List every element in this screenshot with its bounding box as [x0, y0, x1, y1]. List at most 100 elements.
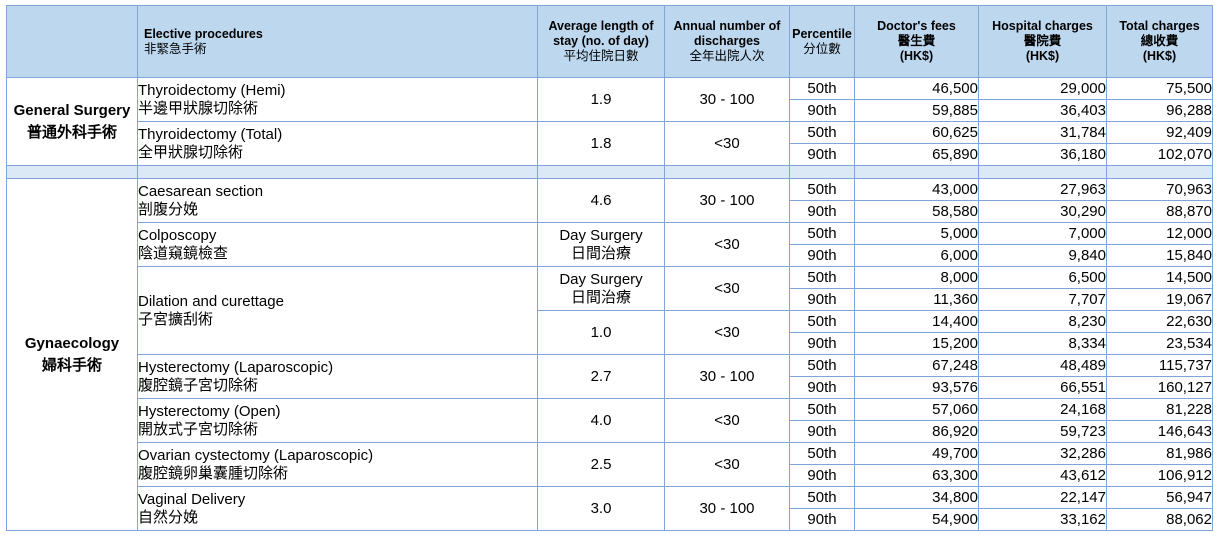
gap-cell — [1106, 165, 1213, 179]
hospital-charge-cell: 27,963 — [978, 178, 1107, 201]
annual-discharges: 30 - 100 — [664, 354, 790, 399]
section-label: General Surgery 普通外科手術 — [6, 77, 138, 166]
hospital-charge-cell: 43,612 — [978, 464, 1107, 487]
percentile-cell: 90th — [789, 244, 855, 267]
procedure-name: Dilation and curettage 子宮擴刮術 — [137, 266, 538, 355]
procedure-name: Ovarian cystectomy (Laparoscopic) 腹腔鏡卵巢囊腫… — [137, 442, 538, 487]
hospital-charge-cell: 59,723 — [978, 420, 1107, 443]
hospital-charge-cell: 8,230 — [978, 310, 1107, 333]
length-of-stay: 4.0 — [537, 398, 665, 443]
percentile-cell: 50th — [789, 354, 855, 377]
total-charge-cell: 56,947 — [1106, 486, 1213, 509]
length-of-stay: 2.7 — [537, 354, 665, 399]
table-row: 90th 63,300 43,612 106,912 — [7, 464, 1213, 487]
doctor-fee-cell: 86,920 — [854, 420, 979, 443]
length-of-stay: 1.9 — [537, 77, 665, 122]
procedure-name: Caesarean section 剖腹分娩 — [137, 178, 538, 223]
percentile-cell: 50th — [789, 222, 855, 245]
total-charge-cell: 96,288 — [1106, 99, 1213, 122]
percentile-cell: 90th — [789, 288, 855, 311]
hospital-charge-cell: 7,000 — [978, 222, 1107, 245]
hospital-charge-cell: 33,162 — [978, 508, 1107, 531]
hospital-charge-cell: 8,334 — [978, 332, 1107, 355]
annual-discharges: <30 — [664, 398, 790, 443]
doctor-fee-cell: 8,000 — [854, 266, 979, 289]
length-of-stay: 2.5 — [537, 442, 665, 487]
percentile-cell: 90th — [789, 143, 855, 166]
procedure-name: Thyroidectomy (Hemi) 半邊甲狀腺切除術 — [137, 77, 538, 122]
hospital-charge-cell: 32,286 — [978, 442, 1107, 465]
fees-table: Elective procedures 非緊急手術 Average length… — [6, 5, 1213, 531]
annual-discharges: 30 - 100 — [664, 178, 790, 223]
length-of-stay: 1.0 — [537, 310, 665, 355]
annual-discharges: <30 — [664, 121, 790, 166]
section-label: Gynaecology 婦科手術 — [6, 178, 138, 531]
header-doctor-fees: Doctor's fees 醫生費 (HK$) — [854, 5, 979, 78]
percentile-cell: 50th — [789, 77, 855, 100]
total-charge-cell: 22,630 — [1106, 310, 1213, 333]
gap-cell — [789, 165, 855, 179]
hospital-charge-cell: 30,290 — [978, 200, 1107, 223]
table-row: 90th 54,900 33,162 88,062 — [7, 508, 1213, 531]
hospital-charge-cell: 66,551 — [978, 376, 1107, 399]
doctor-fee-cell: 6,000 — [854, 244, 979, 267]
percentile-cell: 50th — [789, 310, 855, 333]
gap-cell — [978, 165, 1107, 179]
doctor-fee-cell: 43,000 — [854, 178, 979, 201]
header-hospital-charges: Hospital charges 醫院費 (HK$) — [978, 5, 1107, 78]
percentile-cell: 90th — [789, 332, 855, 355]
percentile-cell: 50th — [789, 178, 855, 201]
gap-cell — [6, 165, 138, 179]
table-row: Hysterectomy (Laparoscopic) 腹腔鏡子宮切除術 2.7 30… — [7, 354, 1213, 399]
total-charge-cell: 14,500 — [1106, 266, 1213, 289]
doctor-fee-cell: 93,576 — [854, 376, 979, 399]
doctor-fee-cell: 58,580 — [854, 200, 979, 223]
total-charge-cell: 81,228 — [1106, 398, 1213, 421]
total-charge-cell: 75,500 — [1106, 77, 1213, 100]
procedure-name: Hysterectomy (Open) 開放式子宮切除術 — [137, 398, 538, 443]
table-row: 1.0 <30 50th 14,400 8,230 22,630 — [7, 310, 1213, 355]
table-row: Dilation and curettage 子宮擴刮術 Day Surgery 日間… — [7, 266, 1213, 355]
procedure-name: Thyroidectomy (Total) 全甲狀腺切除術 — [137, 121, 538, 166]
header-row: Elective procedures 非緊急手術 Average length… — [6, 5, 1213, 78]
percentile-cell: 50th — [789, 121, 855, 144]
doctor-fee-cell: 54,900 — [854, 508, 979, 531]
hospital-charge-cell: 31,784 — [978, 121, 1107, 144]
length-of-stay: 3.0 — [537, 486, 665, 531]
table-row: 90th 58,580 30,290 88,870 — [7, 200, 1213, 223]
header-procedure: Elective procedures 非緊急手術 — [137, 5, 538, 78]
hospital-charge-cell: 36,180 — [978, 143, 1107, 166]
total-charge-cell: 92,409 — [1106, 121, 1213, 144]
percentile-cell: 90th — [789, 420, 855, 443]
annual-discharges: <30 — [664, 310, 790, 355]
total-charge-cell: 88,870 — [1106, 200, 1213, 223]
gap-cell — [137, 165, 538, 179]
annual-discharges: <30 — [664, 266, 790, 311]
percentile-cell: 50th — [789, 442, 855, 465]
percentile-cell: 50th — [789, 266, 855, 289]
doctor-fee-cell: 57,060 — [854, 398, 979, 421]
procedure-name: Hysterectomy (Laparoscopic) 腹腔鏡子宮切除術 — [137, 354, 538, 399]
total-charge-cell: 23,534 — [1106, 332, 1213, 355]
total-charge-cell: 88,062 — [1106, 508, 1213, 531]
annual-discharges: 30 - 100 — [664, 486, 790, 531]
total-charge-cell: 146,643 — [1106, 420, 1213, 443]
doctor-fee-cell: 59,885 — [854, 99, 979, 122]
doctor-fee-cell: 11,360 — [854, 288, 979, 311]
table-row: Ovarian cystectomy (Laparoscopic) 腹腔鏡卵巢囊腫… — [7, 442, 1213, 487]
table-row: 90th 6,000 9,840 15,840 — [7, 244, 1213, 267]
total-charge-cell: 81,986 — [1106, 442, 1213, 465]
header-percentile: Percentile 分位數 — [789, 5, 855, 78]
hospital-charge-cell: 6,500 — [978, 266, 1107, 289]
doctor-fee-cell: 67,248 — [854, 354, 979, 377]
hospital-charge-cell: 7,707 — [978, 288, 1107, 311]
length-of-stay: Day Surgery 日間治療 — [537, 222, 665, 267]
percentile-cell: 90th — [789, 464, 855, 487]
table-row: 90th 15,200 8,334 23,534 — [7, 332, 1213, 355]
doctor-fee-cell: 34,800 — [854, 486, 979, 509]
total-charge-cell: 15,840 — [1106, 244, 1213, 267]
hospital-charge-cell: 48,489 — [978, 354, 1107, 377]
doctor-fee-cell: 63,300 — [854, 464, 979, 487]
table-row: 90th 86,920 59,723 146,643 — [7, 420, 1213, 443]
gap-cell — [537, 165, 665, 179]
